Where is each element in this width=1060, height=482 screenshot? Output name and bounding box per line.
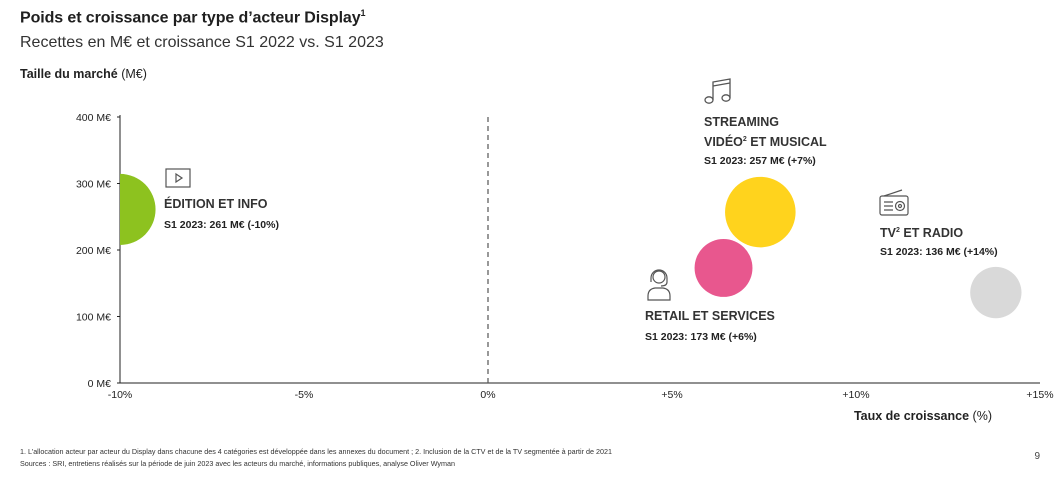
x-tick-label: -5% bbox=[295, 389, 314, 401]
x-tick-label: +15% bbox=[1026, 389, 1053, 401]
y-tick-label: 300 M€ bbox=[76, 179, 111, 191]
page-number: 9 bbox=[1034, 451, 1040, 462]
labels-layer: ÉDITION ET INFO S1 2023: 261 M€ (-10%) RET… bbox=[164, 115, 998, 343]
label-name: ÉDITION ET INFO bbox=[164, 196, 268, 211]
footnote-sources: Sources : SRI, entretiens réalisés sur l… bbox=[20, 459, 455, 468]
music-note-icon bbox=[704, 78, 731, 104]
label-name: VIDÉO2 ET MUSICAL bbox=[704, 134, 827, 149]
bubbles-layer bbox=[120, 173, 1022, 319]
label-value: S1 2023: 173 M€ (+6%) bbox=[645, 331, 757, 343]
chart-subtitle: Recettes en M€ et croissance S1 2022 vs.… bbox=[20, 34, 384, 51]
label-value: S1 2023: 257 M€ (+7%) bbox=[704, 155, 816, 167]
footnote-allocation: 1. L’allocation acteur par acteur du Dis… bbox=[20, 447, 613, 456]
label-name: RETAIL ET SERVICES bbox=[645, 309, 775, 323]
x-tick-label: +10% bbox=[842, 389, 869, 401]
y-axis-title: Taille du marché (M€) bbox=[20, 67, 147, 81]
label-name: TV2 ET RADIO bbox=[880, 226, 963, 240]
chart-title: Poids et croissance par type d’acteur Di… bbox=[20, 8, 366, 27]
label-streaming: STREAMING VIDÉO2 ET MUSICAL S1 2023: 257 M… bbox=[704, 115, 827, 167]
x-tick-label: +5% bbox=[661, 389, 682, 401]
label-value: S1 2023: 261 M€ (-10%) bbox=[164, 219, 279, 231]
radio-icon bbox=[879, 189, 909, 216]
y-axis-unit: (M€) bbox=[121, 67, 147, 81]
axes-layer: 0 M€ 100 M€ 200 M€ 300 M€ 400 M€ -10% -5% 0% +5%… bbox=[76, 112, 1054, 401]
bubble-streaming bbox=[725, 176, 796, 248]
label-value: S1 2023: 136 M€ (+14%) bbox=[880, 246, 998, 258]
bubble-tv bbox=[970, 266, 1022, 319]
label-name: STREAMING bbox=[704, 115, 779, 129]
bubble-retail bbox=[694, 239, 753, 297]
x-tick-label: 0% bbox=[480, 389, 495, 401]
x-tick-label: -10% bbox=[108, 389, 133, 401]
x-axis-unit: (%) bbox=[972, 409, 992, 423]
headset-icon bbox=[647, 269, 671, 301]
title-footnote-sup: 1 bbox=[360, 8, 366, 18]
label-tv: TV2 ET RADIO S1 2023: 136 M€ (+14%) bbox=[880, 226, 998, 258]
label-retail: RETAIL ET SERVICES S1 2023: 173 M€ (+6%) bbox=[645, 309, 775, 343]
label-edition: ÉDITION ET INFO S1 2023: 261 M€ (-10%) bbox=[164, 196, 279, 231]
bubble-edition bbox=[120, 173, 156, 245]
y-tick-label: 100 M€ bbox=[76, 312, 111, 324]
y-tick-label: 200 M€ bbox=[76, 245, 111, 257]
play-icon bbox=[165, 168, 191, 188]
y-tick-label: 0 M€ bbox=[88, 378, 112, 390]
x-axis-title: Taux de croissance (%) bbox=[853, 409, 992, 423]
y-tick-label: 400 M€ bbox=[76, 112, 111, 124]
icons-layer bbox=[165, 78, 909, 301]
